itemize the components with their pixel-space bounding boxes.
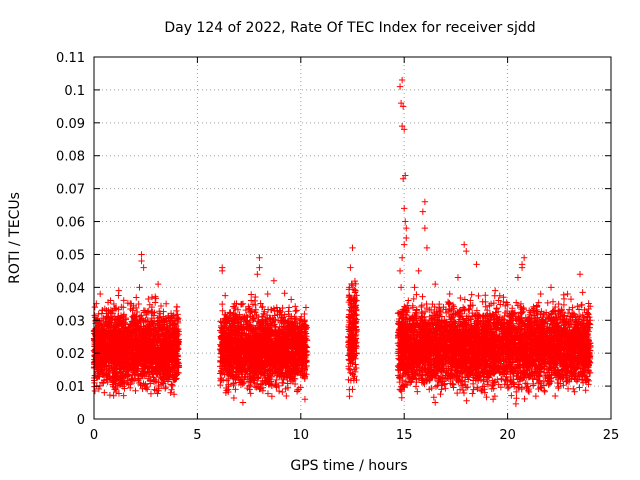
density-point xyxy=(154,390,161,397)
data-points xyxy=(90,76,594,408)
density-point xyxy=(175,315,182,322)
density-point xyxy=(95,385,103,393)
density-point xyxy=(170,391,178,398)
density-point xyxy=(135,300,142,308)
density-point xyxy=(110,300,118,308)
density-point xyxy=(132,387,139,394)
density-point xyxy=(173,307,180,315)
density-point xyxy=(157,302,165,310)
density-point xyxy=(120,304,127,311)
density-point xyxy=(124,299,132,307)
density-point xyxy=(120,297,127,304)
density-point xyxy=(169,382,176,390)
